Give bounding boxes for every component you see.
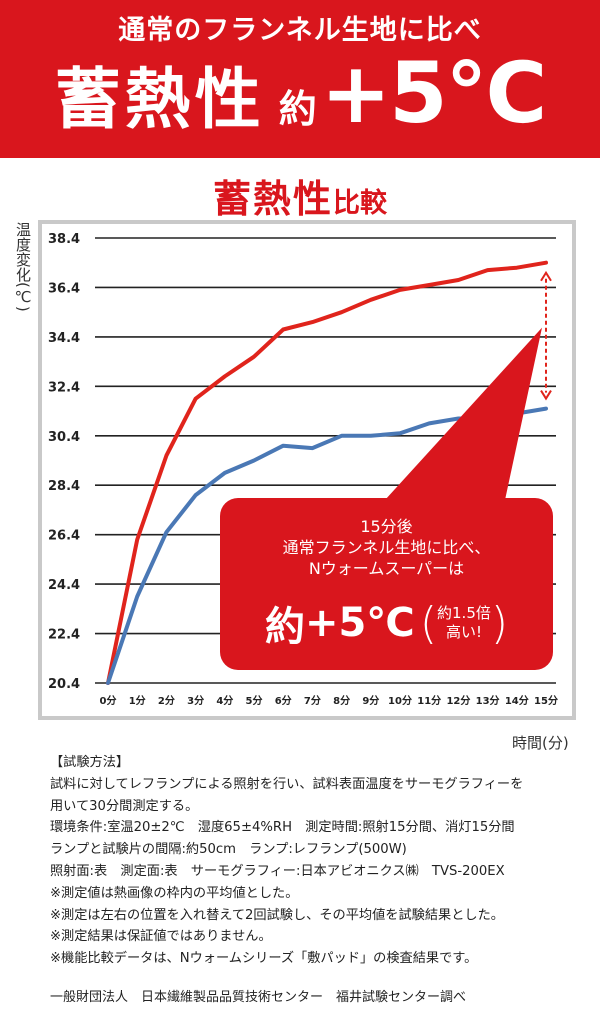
x-tick-label: 1分 [129,694,146,707]
x-axis-label: 時間(分) [512,734,569,752]
y-axis-label: 温度変化(℃) [14,222,32,312]
y-tick-label: 28.4 [48,479,80,494]
y-tick-label: 26.4 [48,529,80,544]
test-method-line: 照射面:表 測定面:表 サーモグラフィー:日本アビオニクス㈱ TVS-200EX [50,863,505,879]
callout-line-1: 15分後 [360,517,413,536]
y-tick-label: 34.4 [48,331,80,346]
banner-headline: 蓄熱性 約+5℃ [0,44,600,142]
x-tick-label: 7分 [304,694,321,707]
y-tick-labels: 38.4 36.4 34.4 32.4 30.4 28.4 26.4 24.4 22.4 20.4 [48,232,80,692]
y-tick-label: 38.4 [48,232,80,247]
x-tick-label: 8分 [333,694,350,707]
callout-value: +5℃ [304,600,415,646]
annotation-layer [385,270,552,500]
x-tick-label: 11分 [417,694,441,707]
x-tick-label: 9分 [362,694,379,707]
difference-arrow-head-down [540,390,552,401]
callout-line-2: 通常フランネル生地に比べ、 [282,538,491,557]
x-tick-label: 15分 [534,694,558,707]
test-method-line: ※測定結果は保証値ではありません。 [50,929,272,945]
callout-approx: 約 [264,604,305,650]
test-method-line: 用いて30分間測定する。 [50,798,199,814]
test-method-line: ※測定値は熱画像の枠内の平均値とした。 [50,885,299,901]
x-tick-label: 5分 [246,694,263,707]
banner-main-word: 蓄熱性 [54,61,265,138]
test-method-line: ※機能比較データは、Nウォームシリーズ「敷パッド」の検査結果です。 [50,951,478,967]
test-method-section: 【試験方法】 試料に対してレフランプによる照射を行い、試料表面温度をサーモグラフ… [50,752,595,970]
banner-value: +5℃ [320,44,548,142]
x-tick-label: 0分 [100,694,117,707]
x-tick-label: 10分 [388,694,412,707]
x-tick-label: 12分 [446,694,470,707]
callout-note-line-2: 高い! [445,623,482,641]
callout-pointer [385,327,542,500]
test-credit: 一般財団法人 日本繊維製品品質技術センター 福井試験センター調べ [50,990,467,1005]
header-banner: 通常のフランネル生地に比べ 蓄熱性 約+5℃ [0,0,600,158]
chart-title-suffix: 比較 [333,188,387,219]
y-tick-label: 32.4 [48,380,80,395]
banner-approx: 約 [278,87,317,131]
chart-title: 蓄熱性比較 [0,168,600,223]
x-tick-label: 14分 [505,694,529,707]
x-tick-label: 13分 [476,694,500,707]
x-tick-label: 4分 [216,694,233,707]
y-tick-label: 30.4 [48,430,80,445]
callout-paren-close: ) [490,597,509,649]
x-tick-labels: 0分 1分 2分 3分 4分 5分 6分 7分 8分 9分 10分 11分 12分 13分 14分 15分 [100,694,558,707]
difference-arrow-head-up [540,270,552,282]
callout-note-line-1: 約1.5倍 [437,604,491,622]
y-tick-label: 22.4 [48,628,80,643]
y-tick-label: 20.4 [48,677,80,692]
banner-subtitle: 通常のフランネル生地に比べ [118,15,482,46]
x-tick-label: 6分 [275,694,292,707]
x-tick-label: 2分 [158,694,175,707]
chart-title-main: 蓄熱性 [212,177,333,221]
callout-line-3: Nウォームスーパーは [308,559,465,578]
test-method-line: 試料に対してレフランプによる照射を行い、試料表面温度をサーモグラフィーを [50,776,524,792]
y-tick-label: 36.4 [48,281,80,296]
test-method-heading: 【試験方法】 [50,755,130,770]
callout-note: 約1.5倍 高い! [437,604,491,642]
callout-highlight: 約+5℃ (約1.5倍 高い!) [220,594,553,652]
test-method-line: ※測定は左右の位置を入れ替えて2回試験し、その平均値を試験結果とした。 [50,907,504,923]
y-tick-label: 24.4 [48,578,80,593]
test-method-line: ランプと試験片の間隔:約50cm ランプ:レフランプ(500W) [50,842,407,858]
test-method-line: 環境条件:室温20±2℃ 湿度65±4%RH 測定時間:照射15分間、消灯15分… [50,820,515,836]
x-tick-label: 3分 [187,694,204,707]
callout-box: 15分後 通常フランネル生地に比べ、 Nウォームスーパーは 約+5℃ (約1.5… [220,498,553,670]
series-line-1 [106,260,548,685]
callout-paren-open: ( [419,597,438,649]
